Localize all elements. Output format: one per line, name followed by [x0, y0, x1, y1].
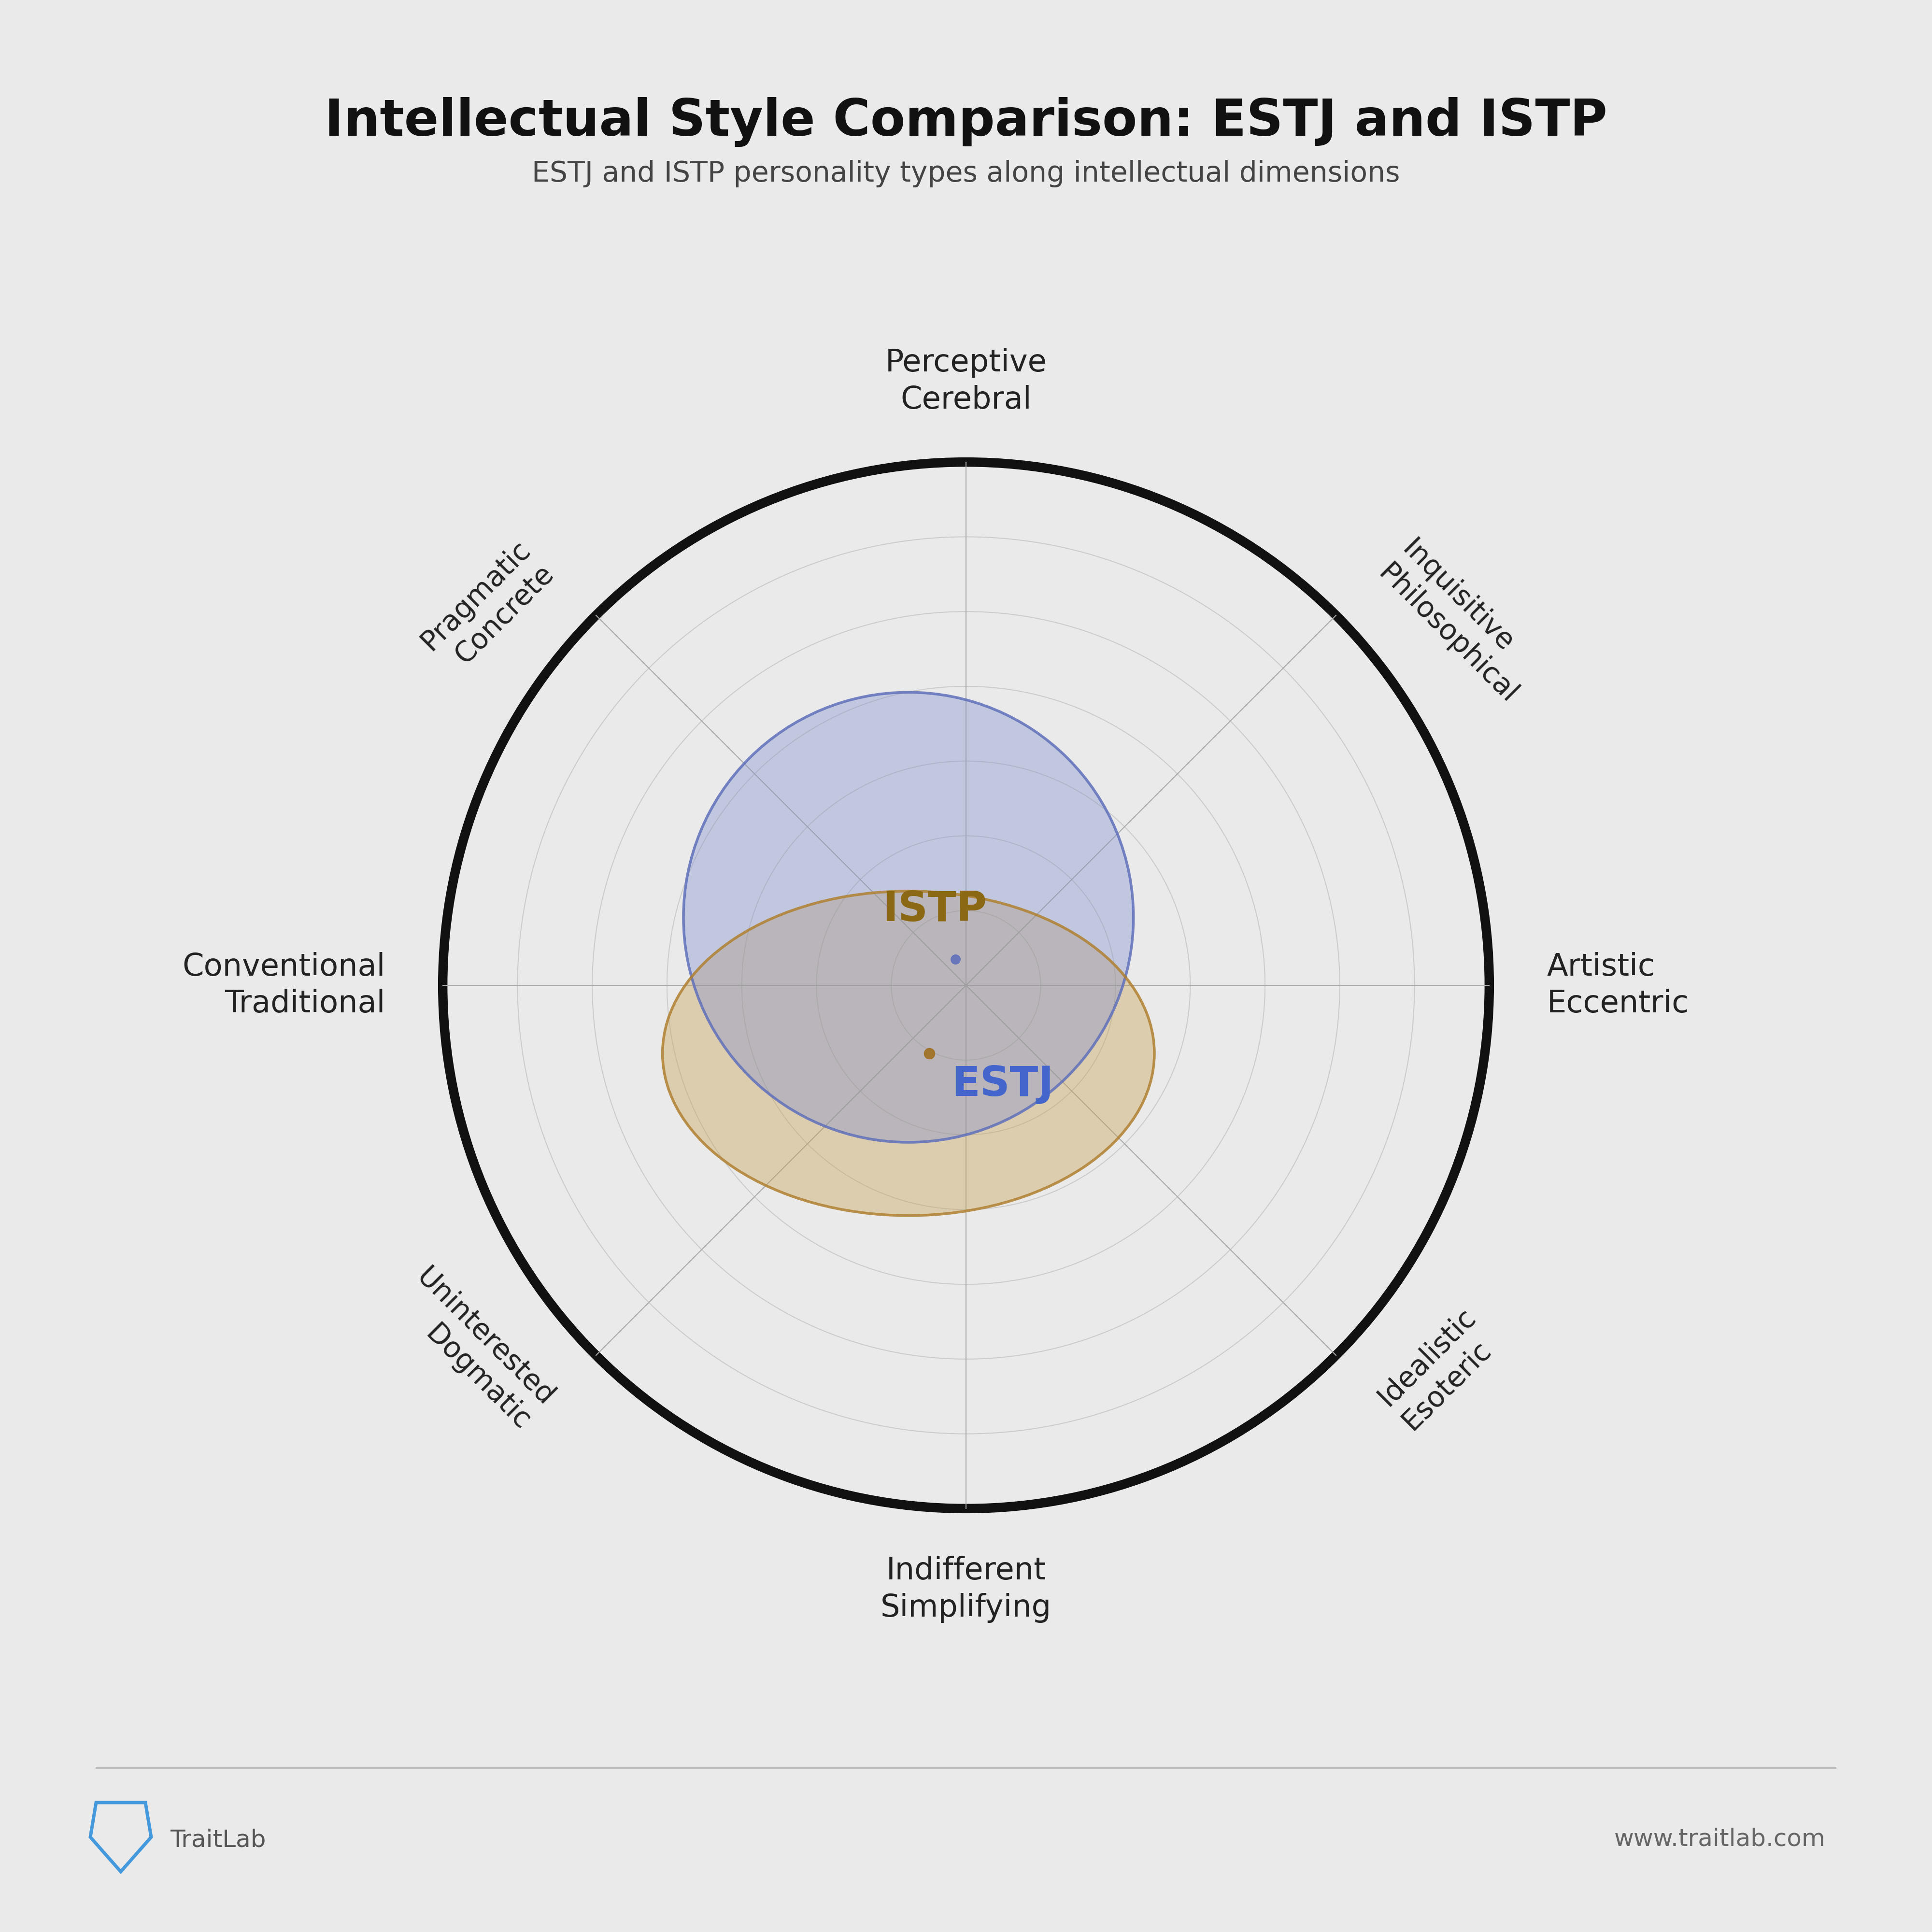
Text: Indifferent
Simplifying: Indifferent Simplifying — [881, 1555, 1051, 1623]
Text: Pragmatic
Concrete: Pragmatic Concrete — [415, 535, 560, 680]
Text: ESTJ and ISTP personality types along intellectual dimensions: ESTJ and ISTP personality types along in… — [531, 160, 1401, 187]
Text: TraitLab: TraitLab — [170, 1828, 267, 1851]
Text: Perceptive
Cerebral: Perceptive Cerebral — [885, 348, 1047, 415]
Text: Uninterested
Dogmatic: Uninterested Dogmatic — [386, 1264, 560, 1435]
Ellipse shape — [684, 692, 1134, 1142]
Text: Idealistic
Esoteric: Idealistic Esoteric — [1372, 1302, 1505, 1435]
Ellipse shape — [663, 891, 1153, 1215]
Text: Conventional
Traditional: Conventional Traditional — [182, 952, 384, 1018]
Text: ISTP: ISTP — [883, 891, 987, 929]
Text: Inquisitive
Philosophical: Inquisitive Philosophical — [1372, 535, 1546, 709]
Text: Artistic
Eccentric: Artistic Eccentric — [1548, 952, 1689, 1018]
Text: www.traitlab.com: www.traitlab.com — [1615, 1828, 1826, 1851]
Text: ESTJ: ESTJ — [952, 1065, 1053, 1105]
Text: Intellectual Style Comparison: ESTJ and ISTP: Intellectual Style Comparison: ESTJ and … — [325, 97, 1607, 147]
